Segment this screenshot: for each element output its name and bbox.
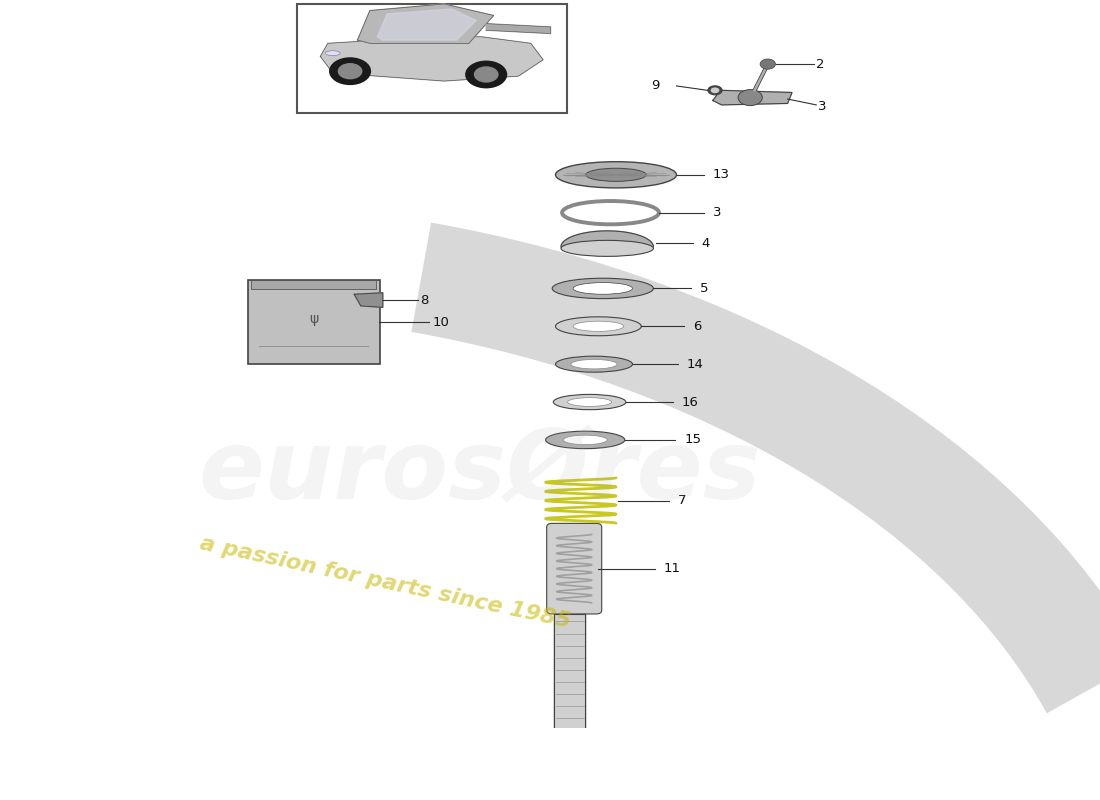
Text: 1: 1	[629, 799, 638, 800]
Text: 3: 3	[818, 100, 827, 113]
Ellipse shape	[556, 162, 676, 188]
Text: 15: 15	[684, 434, 701, 446]
Circle shape	[329, 58, 371, 85]
Ellipse shape	[561, 240, 653, 256]
Text: eurosØres: eurosØres	[198, 427, 760, 520]
Circle shape	[738, 90, 762, 106]
Polygon shape	[713, 90, 792, 105]
Bar	[554, 614, 585, 762]
Circle shape	[711, 87, 719, 94]
Text: 10: 10	[432, 316, 449, 329]
Circle shape	[465, 61, 507, 89]
FancyBboxPatch shape	[547, 523, 602, 614]
Polygon shape	[561, 231, 653, 247]
Text: 11: 11	[663, 562, 680, 575]
Text: 16: 16	[682, 395, 698, 409]
Polygon shape	[486, 24, 551, 34]
Polygon shape	[377, 9, 476, 40]
Text: 9: 9	[651, 78, 660, 92]
Ellipse shape	[563, 435, 607, 445]
Circle shape	[474, 66, 498, 82]
Ellipse shape	[556, 356, 632, 372]
Text: 3: 3	[713, 206, 722, 219]
Ellipse shape	[546, 431, 625, 449]
Text: 13: 13	[713, 168, 729, 182]
Bar	[248, 281, 380, 364]
Polygon shape	[320, 37, 543, 81]
Ellipse shape	[556, 317, 641, 336]
Ellipse shape	[568, 398, 612, 406]
Ellipse shape	[326, 50, 340, 56]
Ellipse shape	[585, 168, 647, 182]
Text: 4: 4	[702, 237, 711, 250]
Ellipse shape	[571, 359, 617, 369]
Bar	[297, 4, 566, 113]
Bar	[563, 762, 576, 800]
Polygon shape	[354, 293, 383, 307]
Text: 5: 5	[700, 282, 708, 295]
Circle shape	[338, 63, 363, 79]
Ellipse shape	[573, 321, 624, 331]
Text: ψ: ψ	[309, 312, 318, 326]
Circle shape	[760, 59, 775, 69]
Text: 7: 7	[678, 494, 686, 507]
Polygon shape	[358, 4, 494, 43]
Bar	[251, 281, 376, 289]
Text: 8: 8	[420, 294, 429, 306]
Ellipse shape	[553, 394, 626, 410]
Circle shape	[707, 86, 723, 95]
Text: 2: 2	[816, 58, 825, 70]
Text: 6: 6	[693, 320, 702, 333]
Ellipse shape	[552, 278, 653, 298]
Text: 14: 14	[686, 358, 703, 370]
Text: a passion for parts since 1985: a passion for parts since 1985	[198, 534, 572, 632]
Ellipse shape	[573, 282, 632, 294]
